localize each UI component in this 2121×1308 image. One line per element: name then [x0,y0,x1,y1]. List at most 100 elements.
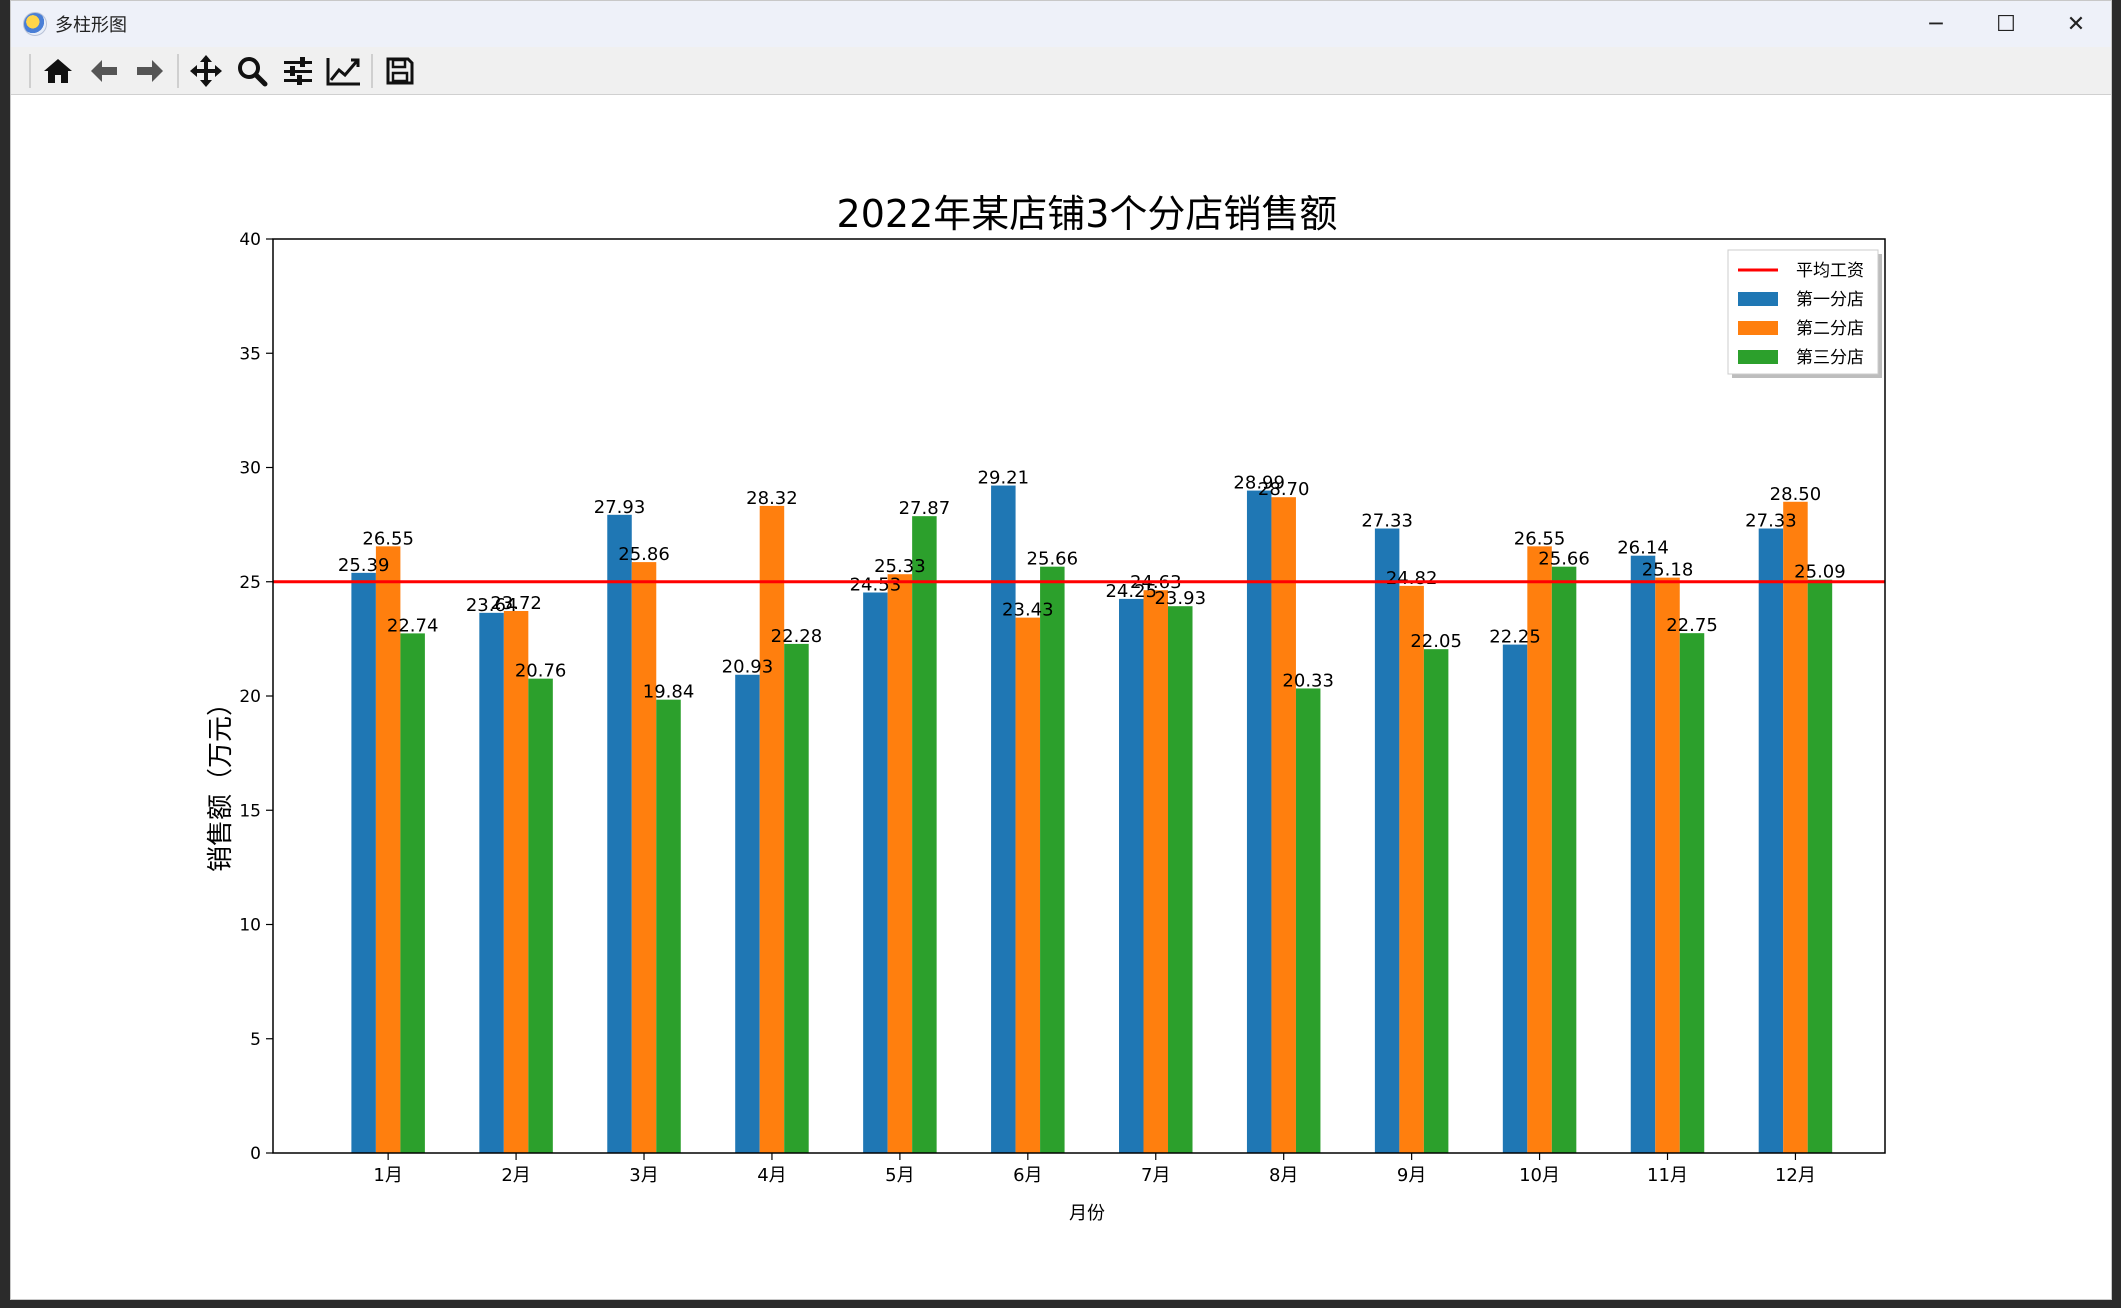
bar [607,514,632,1153]
axes-layer: 0 5 10 15 20 25 30 35 40 1月 2月 3月 4月 5月 6月 7月 8月 9月 10月 11月… [239,230,1886,1186]
bar [1295,688,1321,1153]
legend-swatch [1738,321,1778,335]
x-tick-label: 4月 [757,1165,786,1186]
value-labels-layer: 25.39 23.64 27.93 20.93 24.53 29.21 24.25 28.99… [338,468,1846,703]
bar [863,592,888,1153]
x-tick-label: 12月 [1775,1165,1816,1186]
bar-value-label: 26.55 [1514,528,1566,549]
bar [1502,644,1528,1153]
bar-value-label: 24.25 [1105,581,1157,602]
minimize-button[interactable]: ─ [1929,11,1943,37]
bar-value-label: 28.99 [1233,473,1285,494]
x-tick-label: 8月 [1269,1165,1298,1186]
x-tick-label: 7月 [1141,1165,1170,1186]
bar-value-label: 23.64 [466,595,518,616]
bar-value-label: 28.70 [1258,479,1310,500]
plot-area: 2022年某店铺3个分店销售额 销售额（万元） 月份 25.39 23.64 27.… [11,96,2111,1299]
bar-value-label: 25.66 [1538,549,1590,570]
bar-value-label: 25.39 [338,555,390,576]
zoom-magnifier-icon [238,56,268,86]
bar-chart: 2022年某店铺3个分店销售额 销售额（万元） 月份 25.39 23.64 27.… [206,192,1886,1224]
x-axis-label: 月份 [1069,1203,1105,1224]
legend-label: 平均工资 [1796,261,1864,281]
x-tick-label: 11月 [1647,1165,1688,1186]
save-button[interactable] [377,50,423,92]
bar [400,633,425,1153]
bar-value-label: 23.93 [1154,588,1206,609]
toolbar-separator [29,53,31,88]
bar [1246,490,1272,1153]
bar-value-label: 20.33 [1282,670,1334,691]
bar [735,674,760,1153]
bar [503,610,529,1153]
legend-label: 第三分店 [1796,348,1864,368]
bar [1040,566,1065,1153]
x-tick-label: 6月 [1013,1165,1042,1186]
maximize-button[interactable]: ☐ [1996,11,2016,37]
zoom-button[interactable] [229,50,275,92]
legend-label: 第一分店 [1796,290,1864,310]
bar [1679,633,1705,1153]
edit-axis-button[interactable] [321,50,367,92]
y-tick-label: 0 [250,1144,261,1164]
bar [784,643,809,1153]
bars-layer [351,485,1833,1154]
bar [1399,585,1424,1153]
bar [375,546,401,1153]
bar-value-label: 29.21 [978,468,1030,489]
x-tick-label: 2月 [501,1165,530,1186]
bar [1374,528,1400,1153]
y-tick-label: 40 [239,230,261,250]
forward-button[interactable] [127,50,173,92]
x-tick-label: 10月 [1519,1165,1560,1186]
toolbar-separator [371,53,373,88]
configure-subplots-button[interactable] [275,50,321,92]
y-tick-label: 30 [239,459,261,479]
bar-value-label: 25.33 [874,556,926,577]
bar [1423,649,1449,1153]
bar [759,505,785,1153]
bar-value-label: 20.93 [722,657,774,678]
bar-value-label: 27.93 [594,497,646,518]
bar [1143,590,1169,1153]
close-button[interactable]: ✕ [2066,11,2086,37]
legend-label: 第二分店 [1796,319,1864,339]
y-tick-label: 25 [239,573,261,593]
toolbar-separator [177,53,179,88]
bar [351,572,376,1153]
bar [887,574,913,1153]
y-tick-label: 5 [250,1030,261,1050]
home-icon [44,58,72,83]
bar [1551,566,1577,1153]
bar-value-label: 19.84 [643,682,695,703]
back-arrow-icon [91,59,117,82]
bar-value-label: 24.82 [1386,568,1438,589]
bar [1271,497,1296,1154]
back-button[interactable] [81,50,127,92]
bar-value-label: 27.33 [1361,511,1413,532]
bar-value-label: 25.66 [1027,549,1079,570]
home-button[interactable] [35,50,81,92]
bar [1807,579,1833,1153]
x-tick-label: 3月 [629,1165,658,1186]
bar-value-label: 25.09 [1794,562,1846,583]
bar-value-label: 23.72 [490,593,542,614]
bar [528,678,553,1153]
bar [1630,555,1656,1153]
bar-value-label: 22.28 [771,626,823,647]
bar-value-label: 25.18 [1642,560,1694,581]
bar-value-label: 27.87 [899,498,951,519]
bar [631,562,657,1153]
legend-swatch [1738,350,1778,364]
bar-value-label: 22.74 [387,615,439,636]
pan-button[interactable] [183,50,229,92]
y-axis-label: 销售额（万元） [206,690,236,872]
bar [1655,577,1680,1153]
bar-value-label: 22.75 [1666,615,1718,636]
save-floppy-icon [386,57,414,84]
bar [1168,606,1193,1153]
x-tick-label: 1月 [373,1165,402,1186]
bar-value-label: 28.50 [1770,484,1822,505]
app-icon [23,12,47,36]
legend-swatch [1738,292,1778,306]
